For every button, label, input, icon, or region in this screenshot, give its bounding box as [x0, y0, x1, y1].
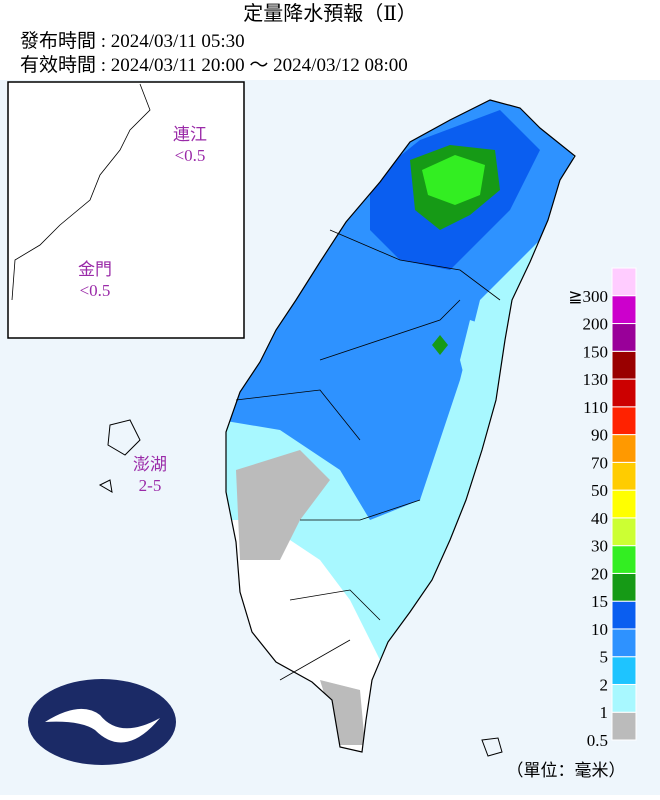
legend-label: 150: [583, 342, 609, 361]
legend-label: 70: [591, 453, 608, 472]
taiwan-outline: [225, 99, 576, 753]
lanyu: [481, 737, 503, 757]
island-name: 金門: [78, 260, 112, 279]
logo-wave: [45, 708, 160, 743]
legend-label: ≧300: [568, 287, 608, 306]
unit: （單位：毫米）: [507, 761, 626, 780]
zone-1b: [460, 320, 500, 400]
legend-label: 10: [591, 620, 608, 639]
legend-label: 1: [600, 703, 609, 722]
island-value: <0.5: [80, 281, 111, 300]
legend-swatch: [611, 406, 637, 436]
legend-swatch: [611, 656, 637, 685]
legend-label: 30: [591, 537, 608, 556]
legend-label: 50: [591, 481, 608, 500]
island-name: 澎湖: [133, 455, 167, 474]
legend-label: 40: [591, 509, 608, 528]
county-borders: [235, 229, 501, 681]
legend-swatch: [611, 323, 637, 352]
title: 定量降水預報（Ⅱ）: [243, 2, 417, 25]
legend-label: 110: [583, 398, 608, 417]
legend-label: 20: [591, 564, 608, 583]
legend-label: 130: [583, 370, 609, 389]
legend-swatch: [611, 350, 637, 380]
zone-0-5: [236, 450, 330, 560]
legend-label: 15: [591, 592, 608, 611]
zone-15b: [432, 335, 448, 355]
issued-time: 發布時間 : 2024/03/11 05:30: [20, 30, 245, 52]
legend-swatch: [611, 628, 637, 658]
inset-box: [7, 81, 245, 339]
valid-time: 有效時間 : 2024/03/11 20:00 ～ 2024/03/12 08:…: [20, 54, 408, 76]
legend-swatch: [611, 489, 637, 519]
legend-swatch: [611, 295, 637, 325]
legend-swatch: [611, 711, 637, 741]
legend-swatch: [611, 683, 637, 713]
island-value: 2-5: [139, 476, 162, 495]
legend-label: 200: [583, 315, 609, 334]
legend-label: 0.5: [587, 731, 608, 750]
legend-label: 5: [600, 648, 609, 667]
legend-swatch: [611, 461, 637, 491]
legend-swatch: [611, 517, 637, 547]
island-name: 連江: [173, 125, 207, 144]
zone-0-5b: [320, 680, 365, 745]
legend-swatch: [611, 267, 637, 297]
legend-swatch: [611, 572, 637, 602]
zone-20: [422, 155, 485, 205]
legend-swatch: [611, 545, 637, 574]
island-value: <0.5: [175, 146, 206, 165]
legend-label: 2: [600, 675, 609, 694]
legend-swatch: [611, 378, 637, 408]
penghu: [98, 419, 141, 493]
legend-swatch: [611, 434, 637, 463]
legend-label: 90: [591, 426, 608, 445]
inset-coast: [11, 83, 151, 301]
legend-swatch: [611, 600, 637, 630]
